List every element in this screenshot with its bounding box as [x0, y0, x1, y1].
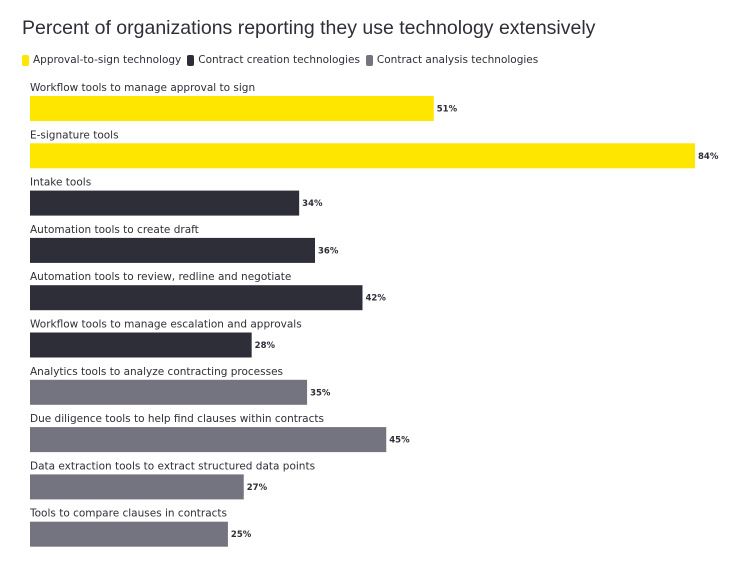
bar — [30, 427, 387, 453]
bar — [30, 190, 300, 216]
value-label: 51% — [437, 105, 458, 115]
category-label: Automation tools to create draft — [30, 224, 199, 236]
category-label: Tools to compare clauses in contracts — [29, 508, 227, 520]
bar — [30, 96, 434, 121]
legend-label-analysis: Contract analysis technologies — [376, 54, 539, 66]
category-label: Due diligence tools to help find clauses… — [30, 413, 324, 425]
category-label: Data extraction tools to extract structu… — [30, 460, 315, 472]
value-label: 45% — [389, 436, 410, 446]
value-label: 35% — [310, 388, 331, 398]
bar — [30, 237, 315, 263]
category-label: Automation tools to review, redline and … — [30, 271, 291, 283]
bar — [30, 379, 308, 405]
legend-item-analysis: Contract analysis technologies — [365, 54, 539, 66]
legend-item-creation: Contract creation technologies — [187, 54, 360, 66]
category-label: Workflow tools to manage approval to sig… — [30, 82, 255, 94]
value-label: 25% — [231, 530, 252, 540]
legend-label-creation: Contract creation technologies — [198, 54, 360, 66]
category-label: Workflow tools to manage escalation and … — [30, 319, 302, 331]
value-label: 84% — [698, 152, 719, 162]
value-label: 27% — [247, 483, 268, 493]
chart-title: Percent of organizations reporting they … — [22, 17, 596, 39]
category-label: E-signature tools — [30, 129, 119, 141]
value-label: 34% — [302, 199, 323, 209]
category-label: Analytics tools to analyze contracting p… — [30, 366, 283, 378]
value-label: 36% — [318, 246, 339, 256]
value-label: 42% — [366, 294, 387, 304]
legend-swatch-analysis — [365, 54, 373, 66]
chart-legend: Approval-to-sign technology Contract cre… — [22, 53, 544, 67]
legend-label-approval: Approval-to-sign technology — [33, 54, 182, 66]
bar — [30, 474, 244, 500]
bar — [30, 143, 695, 169]
legend-swatch-creation — [187, 54, 195, 66]
legend-swatch-approval — [22, 54, 29, 66]
category-label: Intake tools — [30, 177, 91, 189]
bar — [30, 332, 252, 358]
legend-item-approval: Approval-to-sign technology — [22, 54, 181, 66]
value-label: 28% — [255, 341, 276, 351]
bar — [30, 521, 228, 547]
bar — [30, 285, 363, 311]
